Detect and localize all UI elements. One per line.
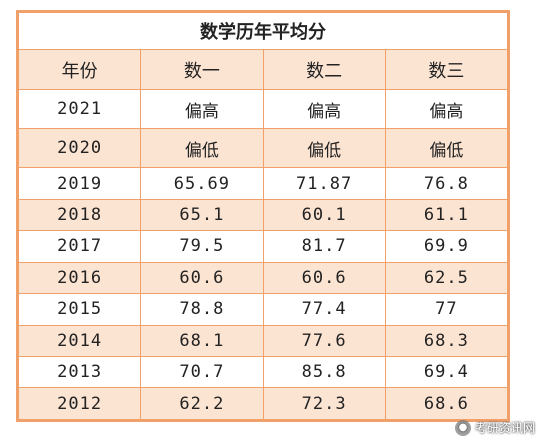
table-row: 2012 62.2 72.3 68.6 <box>17 387 509 420</box>
watermark-text: 考研资讯网 <box>474 421 535 435</box>
math1-cell: 65.69 <box>140 167 264 200</box>
math2-cell: 77.6 <box>262 324 386 358</box>
math3-cell: 69.4 <box>384 356 509 389</box>
math1-cell: 79.5 <box>140 230 264 263</box>
math2-cell: 71.87 <box>262 167 386 200</box>
math2-cell: 77.4 <box>262 293 386 326</box>
table-title: 数学历年平均分 <box>18 12 508 50</box>
header-math3: 数三 <box>384 48 509 91</box>
math3-cell: 68.6 <box>384 387 509 420</box>
math3-cell: 偏低 <box>384 128 509 169</box>
math1-cell: 70.7 <box>140 356 264 389</box>
table-row: 2016 60.6 60.6 62.5 <box>17 261 509 295</box>
wechat-icon: ● <box>454 419 471 436</box>
math3-cell: 69.9 <box>384 230 509 263</box>
math1-cell: 62.2 <box>140 387 264 420</box>
average-score-table: 数学历年平均分 年份 数一 数二 数三 2021 偏高 偏高 偏高 2020 偏… <box>17 12 509 420</box>
table-row: 2019 65.69 71.87 76.8 <box>17 167 509 200</box>
math3-cell: 偏高 <box>384 89 509 130</box>
year-cell: 2019 <box>17 167 142 200</box>
math1-cell: 偏低 <box>140 128 264 169</box>
year-cell: 2013 <box>17 356 142 389</box>
year-cell: 2020 <box>17 128 142 169</box>
header-year: 年份 <box>17 48 142 91</box>
math2-cell: 偏高 <box>262 89 386 130</box>
average-score-table-container: 数学历年平均分 年份 数一 数二 数三 2021 偏高 偏高 偏高 2020 偏… <box>16 10 510 422</box>
header-row: 年份 数一 数二 数三 <box>17 48 509 91</box>
table-row: 2018 65.1 60.1 61.1 <box>17 198 509 232</box>
math2-cell: 60.1 <box>262 198 386 232</box>
table-row: 2020 偏低 偏低 偏低 <box>17 128 509 169</box>
math2-cell: 72.3 <box>262 387 386 420</box>
table-row: 2017 79.5 81.7 69.9 <box>17 230 509 263</box>
header-math2: 数二 <box>262 48 386 91</box>
math2-cell: 偏低 <box>262 128 386 169</box>
year-cell: 2015 <box>17 293 142 326</box>
math1-cell: 65.1 <box>140 198 264 232</box>
table-row: 2014 68.1 77.6 68.3 <box>17 324 509 358</box>
year-cell: 2014 <box>17 324 142 358</box>
math1-cell: 78.8 <box>140 293 264 326</box>
math3-cell: 62.5 <box>384 261 509 295</box>
math3-cell: 68.3 <box>384 324 509 358</box>
year-cell: 2018 <box>17 198 142 232</box>
title-row: 数学历年平均分 <box>18 12 508 50</box>
year-cell: 2017 <box>17 230 142 263</box>
watermark: ● 考研资讯网 <box>454 419 535 436</box>
year-cell: 2021 <box>17 89 142 130</box>
table-row: 2015 78.8 77.4 77 <box>17 293 509 326</box>
math1-cell: 68.1 <box>140 324 264 358</box>
math1-cell: 偏高 <box>140 89 264 130</box>
year-cell: 2016 <box>17 261 142 295</box>
math2-cell: 85.8 <box>262 356 386 389</box>
math2-cell: 81.7 <box>262 230 386 263</box>
math3-cell: 77 <box>384 293 509 326</box>
math3-cell: 61.1 <box>384 198 509 232</box>
math3-cell: 76.8 <box>384 167 509 200</box>
header-math1: 数一 <box>140 48 264 91</box>
year-cell: 2012 <box>17 387 142 420</box>
math2-cell: 60.6 <box>262 261 386 295</box>
math1-cell: 60.6 <box>140 261 264 295</box>
table-row: 2013 70.7 85.8 69.4 <box>17 356 509 389</box>
table-row: 2021 偏高 偏高 偏高 <box>17 89 509 130</box>
